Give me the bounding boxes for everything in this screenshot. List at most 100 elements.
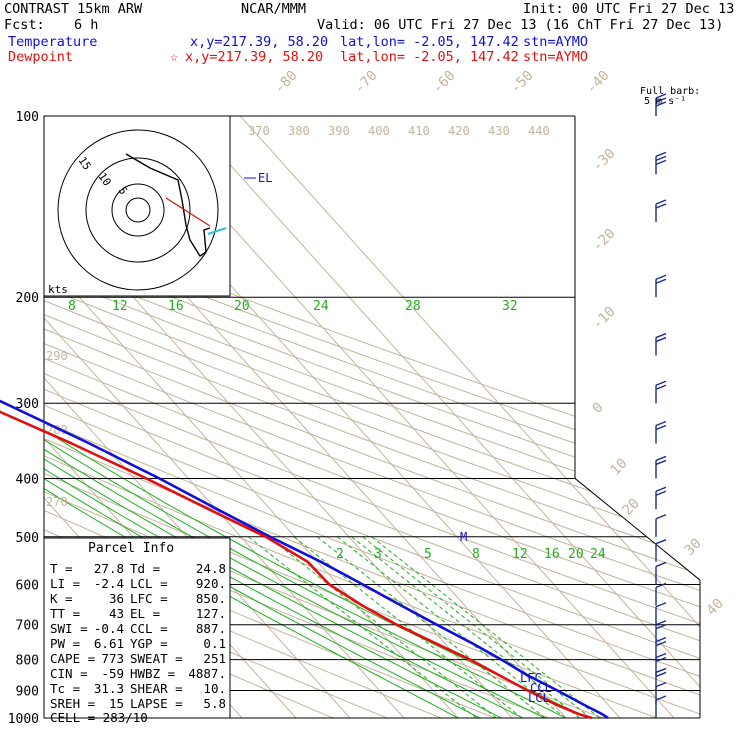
wind-barb-flag <box>655 561 667 568</box>
wind-barb-flag <box>655 602 667 608</box>
wind-barb-flag <box>655 620 667 626</box>
isotherm-line <box>239 116 700 718</box>
temperature-legend-label: Temperature <box>8 34 98 50</box>
mixing-ratio-label: 5 <box>424 547 432 562</box>
wind-barbs <box>655 93 667 718</box>
dry-adiabat-line <box>44 116 700 718</box>
parcel-param-name: YGP = <box>130 636 168 651</box>
hodograph-ring <box>111 183 165 237</box>
m-marker-label: M <box>460 530 467 544</box>
parcel-param-value: 887. <box>196 621 226 636</box>
forecast-hour: 6 h <box>74 17 99 33</box>
dry-adiabat-line <box>44 116 700 718</box>
pressure-tick-label: 900 <box>16 684 39 699</box>
dry-adiabat-line <box>44 116 700 718</box>
wind-barb-flag <box>655 155 667 161</box>
parcel-param-value: 4887. <box>188 666 226 681</box>
wind-barb-flag <box>655 274 667 280</box>
model-title: CONTRAST 15km ARW <box>4 1 143 17</box>
wind-barb-flag <box>655 97 667 103</box>
parcel-param-value: 251 <box>203 651 226 666</box>
wind-barb-flag <box>655 151 667 157</box>
dry-adiabat-line <box>44 116 700 718</box>
isotherm-label: 40 <box>704 596 727 619</box>
wind-barb-flag <box>655 637 667 643</box>
theta-label: 270 <box>46 495 68 509</box>
wind-barb-flag <box>655 203 667 209</box>
parcel-param-value: 920. <box>196 576 226 591</box>
wind-barb-flag <box>655 695 667 701</box>
isotherm-label: -20 <box>590 226 619 255</box>
wind-barb-flag <box>655 667 667 674</box>
temperature-station: stn=AYMO <box>523 34 589 50</box>
dry-adiabat-line <box>44 116 700 718</box>
hodograph <box>43 115 231 297</box>
parcel-param-value: -2.4 <box>94 576 124 591</box>
theta-e-label: 380 <box>288 124 310 138</box>
source-label: NCAR/MMM <box>241 1 307 17</box>
isotherm-line <box>44 116 351 718</box>
wind-barb-flag <box>655 671 667 678</box>
ccl-marker-label: CCL <box>530 681 552 695</box>
dry-adiabat-line <box>44 116 700 718</box>
parcel-param-name: SWEAT = <box>130 651 183 666</box>
temperature-latlon: lat,lon= -2.05, 147.42 <box>340 34 519 50</box>
moist-adiabat-label: 12 <box>112 299 128 314</box>
parcel-param-value: -0.4 <box>94 621 124 636</box>
hodograph-inner-ring <box>125 197 151 223</box>
wind-barb-flag <box>655 424 667 431</box>
dry-adiabat-line <box>44 116 700 718</box>
dewpoint-legend-label: Dewpoint <box>8 49 74 65</box>
dry-adiabat-line <box>44 116 700 718</box>
isotherm-label: 20 <box>620 496 643 519</box>
pressure-tick-label: 400 <box>16 472 39 487</box>
theta-e-label: 420 <box>448 124 470 138</box>
theta-e-label: 390 <box>328 124 350 138</box>
parcel-param-value: 773 <box>101 651 124 666</box>
wind-barb-flag <box>655 332 667 339</box>
right-axis-slant <box>574 478 701 581</box>
hodograph-frame <box>43 115 231 297</box>
parcel-param-name: SREH = <box>50 696 95 711</box>
wind-barb-flag <box>655 514 667 520</box>
parcel-param-value: 36 <box>109 591 124 606</box>
wind-barb-flag <box>655 624 667 630</box>
dry-adiabat-line <box>44 116 388 718</box>
el-marker-label: EL <box>258 171 272 185</box>
mixing-ratio-label: 8 <box>472 547 480 562</box>
forecast-label: Fcst: <box>4 17 45 33</box>
wind-barb-flag <box>655 278 667 284</box>
hodograph-trace <box>125 153 211 257</box>
parcel-param-name: K = <box>50 591 73 606</box>
theta-e-label: 410 <box>408 124 430 138</box>
full-barb-label: Full barb: <box>640 86 700 97</box>
dry-adiabat-line <box>44 116 700 718</box>
moist-adiabat-label: 20 <box>234 299 250 314</box>
pressure-tick-label: 1000 <box>8 712 39 727</box>
pressure-tick-label: 100 <box>16 110 39 125</box>
parcel-param-value: 31.3 <box>94 681 124 696</box>
wind-barb-flag <box>655 384 667 390</box>
storm-motion-tick <box>207 227 227 235</box>
parcel-param-name: SWI = <box>50 621 88 636</box>
parcel-param-value: 10. <box>203 681 226 696</box>
wind-barb-flag <box>655 101 667 107</box>
mixing-ratio-label: 20 <box>568 547 584 562</box>
lfc-marker-label: LFC <box>520 671 542 685</box>
wind-barb-flag <box>655 656 667 663</box>
parcel-param-value: 43 <box>109 606 124 621</box>
dewpoint-profile-line <box>0 410 593 720</box>
parcel-param-name: HWBZ = <box>130 666 175 681</box>
parcel-param-value: 27.8 <box>94 561 124 576</box>
wind-barb-flag <box>655 681 667 688</box>
wind-barb-flag <box>655 380 667 386</box>
pressure-tick-label: 300 <box>16 397 39 412</box>
wind-barb-flag <box>655 641 667 647</box>
isotherm-label: -40 <box>584 68 613 97</box>
parcel-param-name: EL = <box>130 606 160 621</box>
wind-barb-flag <box>655 582 667 589</box>
dry-adiabat-line <box>44 116 334 718</box>
isotherm-label: -80 <box>272 68 301 97</box>
parcel-param-name: Td = <box>130 561 160 576</box>
